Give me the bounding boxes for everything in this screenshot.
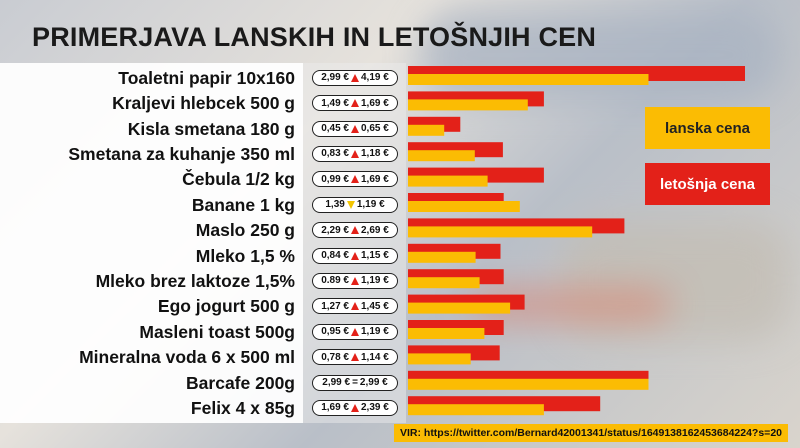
up-arrow-icon <box>351 251 359 260</box>
bar-last-year <box>408 378 649 390</box>
category-label: Barcafe 200g <box>186 372 295 393</box>
old-price-label: 1,39 <box>325 199 345 211</box>
chart-title: PRIMERJAVA LANSKIH IN LETOŠNJIH CEN <box>32 22 597 52</box>
up-arrow-icon <box>351 327 359 336</box>
price-change-pill: 2,99 € 4,19 € <box>312 69 398 86</box>
up-arrow-icon <box>351 226 359 235</box>
legend-this-year: letošnja cena <box>645 163 770 205</box>
price-change-pill: 1,39 1,19 € <box>312 196 398 213</box>
old-price-label: 0.89 € <box>321 275 349 287</box>
old-price-label: 1,27 € <box>321 300 349 312</box>
price-change-pill: 0,83 € 1,18 € <box>312 145 398 162</box>
old-price-label: 0,83 € <box>321 148 349 160</box>
equal-sign: = <box>352 377 358 388</box>
new-price-label: 2,39 € <box>361 402 389 414</box>
category-label-panel <box>0 63 303 423</box>
bar-last-year <box>408 175 488 187</box>
source-caption: VIR: https://twitter.com/Bernard42001341… <box>393 424 788 442</box>
up-arrow-icon <box>351 124 359 133</box>
up-arrow-icon <box>351 73 359 82</box>
bar-last-year <box>408 150 475 162</box>
legend-last-year: lanska cena <box>645 107 770 149</box>
bar-last-year <box>408 99 528 111</box>
new-price-label: 1,19 € <box>356 199 385 211</box>
category-label: Felix 4 x 85g <box>190 397 295 418</box>
new-price-label: 1,69 € <box>361 97 389 109</box>
category-label: Kisla smetana 180 g <box>127 118 295 139</box>
bar-last-year <box>408 302 511 314</box>
price-change-pill: 2,99 € = 2,99 € <box>312 374 398 391</box>
new-price-label: 2,99 € <box>359 377 388 388</box>
up-arrow-icon <box>351 175 359 184</box>
old-price-label: 0,78 € <box>321 351 349 363</box>
price-change-pill: 1,27 € 1,45 € <box>312 298 398 315</box>
price-change-pill: 0,78 € 1,14 € <box>312 349 398 366</box>
new-price-label: 1,15 € <box>361 250 389 261</box>
old-price-label: 1,69 € <box>321 402 349 414</box>
price-change-pill: 0,84 € 1,15 € <box>312 247 398 264</box>
new-price-label: 1,18 € <box>361 148 389 160</box>
new-price-label: 1,14 € <box>361 351 389 363</box>
old-price-label: 0,45 € <box>321 123 349 134</box>
category-label: Mineralna voda 6 x 500 ml <box>79 347 295 368</box>
category-label: Ego jogurt 500 g <box>157 296 295 317</box>
price-change-pill: 1,49 € 1,69 € <box>312 95 398 112</box>
old-price-label: 2,99 € <box>321 72 349 84</box>
price-change-pill: 1,69 € 2,39 € <box>312 399 398 416</box>
down-arrow-icon <box>346 200 355 209</box>
bar-last-year <box>408 124 445 136</box>
price-change-pill: 2,29 € 2,69 € <box>312 222 398 239</box>
price-change-pill: 0,45 € 0,65 € <box>312 120 398 137</box>
up-arrow-icon <box>351 403 359 412</box>
up-arrow-icon <box>351 302 359 311</box>
bar-last-year <box>408 226 593 238</box>
up-arrow-icon <box>351 149 359 158</box>
bar-last-year <box>408 74 649 85</box>
new-price-label: 1,69 € <box>361 173 389 185</box>
bar-last-year <box>408 404 544 416</box>
bar-last-year <box>408 201 520 212</box>
price-change-pill: 0,99 € 1,69 € <box>312 171 398 188</box>
old-price-label: 0,95 € <box>321 326 349 338</box>
category-label: Mleko brez laktoze 1,5% <box>95 270 295 291</box>
category-label: Smetana za kuhanje 350 ml <box>68 143 295 164</box>
new-price-label: 2,69 € <box>361 224 389 236</box>
background-shelf-blur <box>560 220 790 340</box>
category-label: Banane 1 kg <box>191 194 295 215</box>
old-price-label: 0,84 € <box>321 250 349 261</box>
bar-last-year <box>408 328 485 339</box>
bar-last-year <box>408 353 471 365</box>
category-label: Masleni toast 500g <box>139 321 295 342</box>
bar-last-year <box>408 251 476 263</box>
up-arrow-icon <box>351 99 359 108</box>
category-label: Mleko 1,5 % <box>195 245 295 266</box>
category-label: Kraljevi hlebcek 500 g <box>112 93 295 114</box>
up-arrow-icon <box>351 276 359 285</box>
old-price-label: 0,99 € <box>321 173 349 185</box>
new-price-label: 1,45 € <box>361 300 389 312</box>
new-price-label: 4,19 € <box>361 72 389 84</box>
old-price-label: 2,29 € <box>321 224 349 236</box>
category-label: Čebula 1/2 kg <box>182 169 295 190</box>
bar-last-year <box>408 277 480 289</box>
category-label: Maslo 250 g <box>195 220 295 241</box>
new-price-label: 1,19 € <box>361 326 389 338</box>
up-arrow-icon <box>351 353 359 362</box>
new-price-label: 1,19 € <box>361 275 389 287</box>
old-price-label: 1,49 € <box>321 97 349 109</box>
old-price-label: 2,99 € <box>322 377 351 388</box>
price-change-pill: 0,95 € 1,19 € <box>312 323 398 340</box>
category-label: Toaletni papir 10x160 <box>118 67 295 88</box>
new-price-label: 0,65 € <box>361 123 389 134</box>
price-change-pill: 0.89 € 1,19 € <box>312 272 398 289</box>
